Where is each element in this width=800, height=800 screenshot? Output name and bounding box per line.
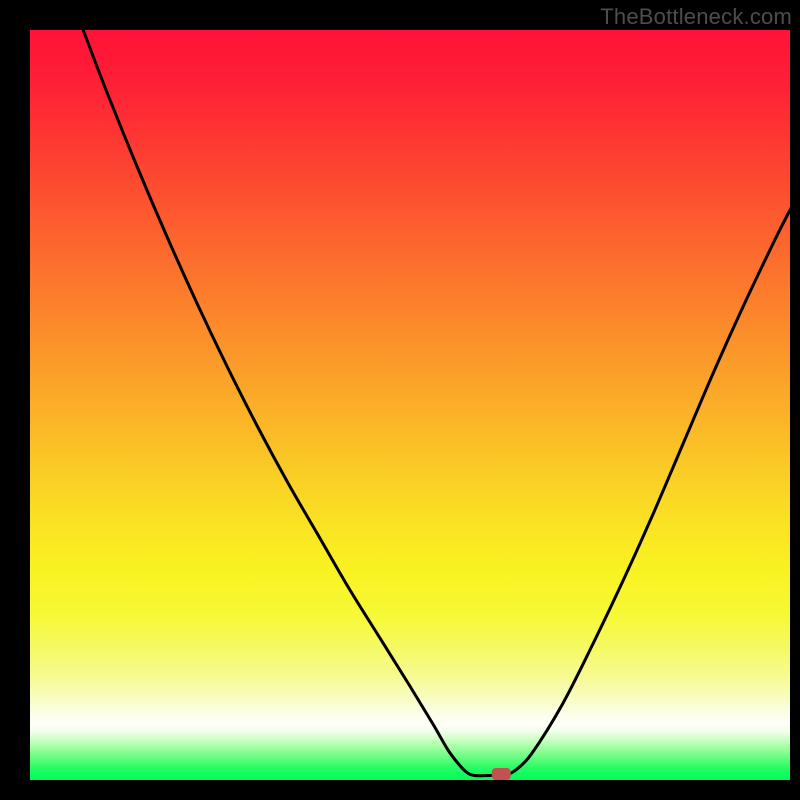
- optimum-marker: [492, 768, 511, 780]
- chart-background: [30, 30, 790, 780]
